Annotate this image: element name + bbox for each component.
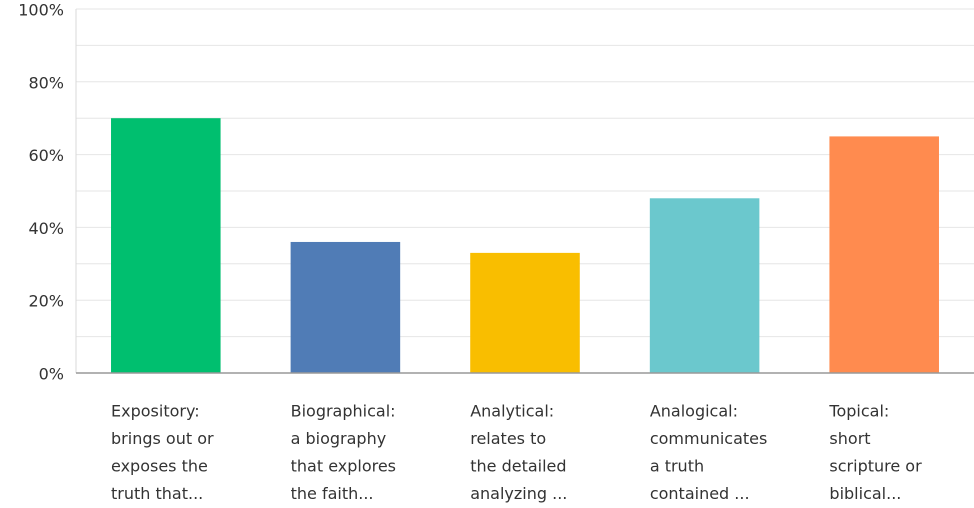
y-tick-label: 100% (18, 1, 64, 20)
x-tick-label: a truth (650, 457, 704, 476)
x-tick-label: a biography (291, 429, 387, 448)
x-tick-label: Analogical: (650, 402, 738, 421)
bar (470, 252, 580, 373)
x-tick-label: relates to (470, 429, 546, 448)
x-tick-label: Analytical: (470, 402, 554, 421)
x-tick-label: truth that... (111, 484, 203, 503)
x-tick-label: exposes the (111, 457, 208, 476)
x-tick-label: that explores (291, 457, 396, 476)
y-tick-label: 20% (28, 292, 64, 311)
x-tick-label: Biographical: (291, 402, 396, 421)
x-tick-label: contained ... (650, 484, 750, 503)
x-tick-label: biblical... (829, 484, 901, 503)
x-tick-label: Topical: (828, 402, 889, 421)
x-tick-label: the detailed (470, 457, 566, 476)
x-tick-label: brings out or (111, 429, 214, 448)
y-tick-label: 60% (28, 146, 64, 165)
y-tick-label: 80% (28, 73, 64, 92)
y-tick-label: 0% (39, 365, 64, 384)
y-tick-label: 40% (28, 219, 64, 238)
bar (290, 241, 401, 373)
x-tick-label: Expository: (111, 402, 200, 421)
x-tick-label: the faith... (291, 484, 374, 503)
x-tick-label: short (829, 429, 870, 448)
bar (111, 118, 221, 373)
bar (649, 198, 760, 373)
bar (829, 136, 939, 373)
x-tick-label: communicates (650, 429, 768, 448)
x-tick-label: scripture or (829, 457, 922, 476)
x-tick-label: analyzing ... (470, 484, 567, 503)
